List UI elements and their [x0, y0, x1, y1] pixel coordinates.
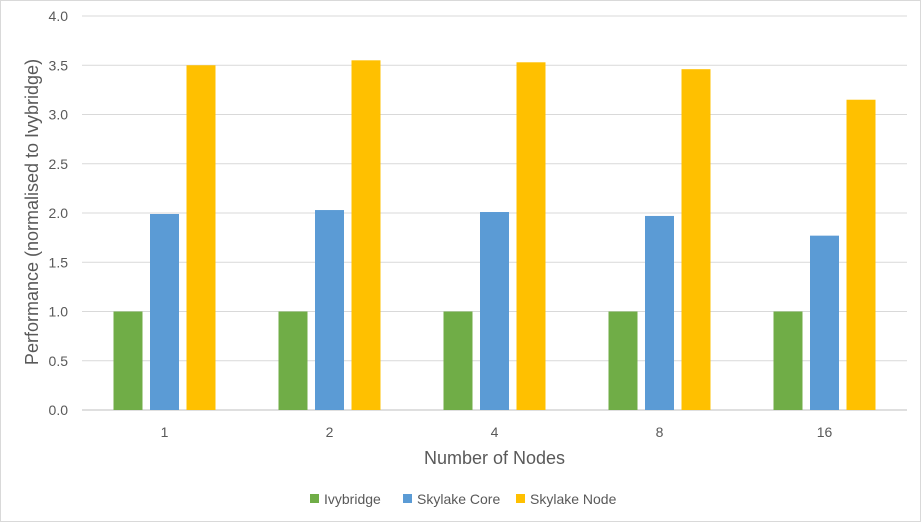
bar-skylake-node-8 [681, 69, 711, 410]
bar-ivybridge-4 [443, 311, 473, 410]
x-tick-label: 16 [817, 424, 833, 440]
bar-skylake-node-4 [516, 62, 546, 411]
y-tick-label: 2.0 [49, 205, 69, 221]
bar-skylake-core-16 [810, 235, 839, 410]
y-tick-label: 4.0 [49, 8, 69, 24]
legend-label-skylake-node: Skylake Node [530, 491, 617, 507]
y-tick-label: 3.5 [49, 57, 69, 73]
legend-label-skylake-core: Skylake Core [417, 491, 500, 507]
bar-skylake-core-1 [150, 213, 179, 410]
x-tick-label: 8 [656, 424, 664, 440]
bar-skylake-core-8 [645, 215, 674, 410]
x-axis-title: Number of Nodes [424, 448, 565, 468]
gridlines [82, 15, 907, 411]
bar-skylake-node-16 [846, 99, 876, 410]
y-axis-title: Performance (normalised to Ivybridge) [22, 59, 42, 365]
y-tick-labels: 0.0 0.5 1.0 1.5 2.0 2.5 3.0 3.5 4.0 [49, 8, 69, 418]
bar-ivybridge-8 [608, 311, 638, 410]
x-tick-label: 1 [161, 424, 169, 440]
y-tick-label: 1.5 [49, 254, 69, 270]
bars [113, 60, 876, 411]
bar-ivybridge-1 [113, 311, 143, 410]
y-tick-label: 2.5 [49, 156, 69, 172]
bar-skylake-core-4 [480, 212, 509, 410]
bar-ivybridge-16 [773, 311, 803, 410]
x-tick-label: 4 [491, 424, 499, 440]
legend: Ivybridge Skylake Core Skylake Node [310, 491, 617, 507]
bar-skylake-core-2 [315, 210, 344, 410]
legend-label-ivybridge: Ivybridge [324, 491, 381, 507]
y-tick-label: 1.0 [49, 304, 69, 320]
legend-swatch-skylake-node [516, 494, 525, 503]
bar-skylake-node-1 [186, 65, 216, 410]
y-tick-label: 0.0 [49, 402, 69, 418]
bar-skylake-node-2 [351, 60, 381, 410]
legend-swatch-ivybridge [310, 494, 319, 503]
bar-ivybridge-2 [278, 311, 308, 410]
x-tick-label: 2 [326, 424, 334, 440]
legend-swatch-skylake-core [403, 494, 412, 503]
y-tick-label: 0.5 [49, 353, 69, 369]
x-tick-labels: 1 2 4 8 16 [161, 424, 833, 440]
y-tick-label: 3.0 [49, 107, 69, 123]
